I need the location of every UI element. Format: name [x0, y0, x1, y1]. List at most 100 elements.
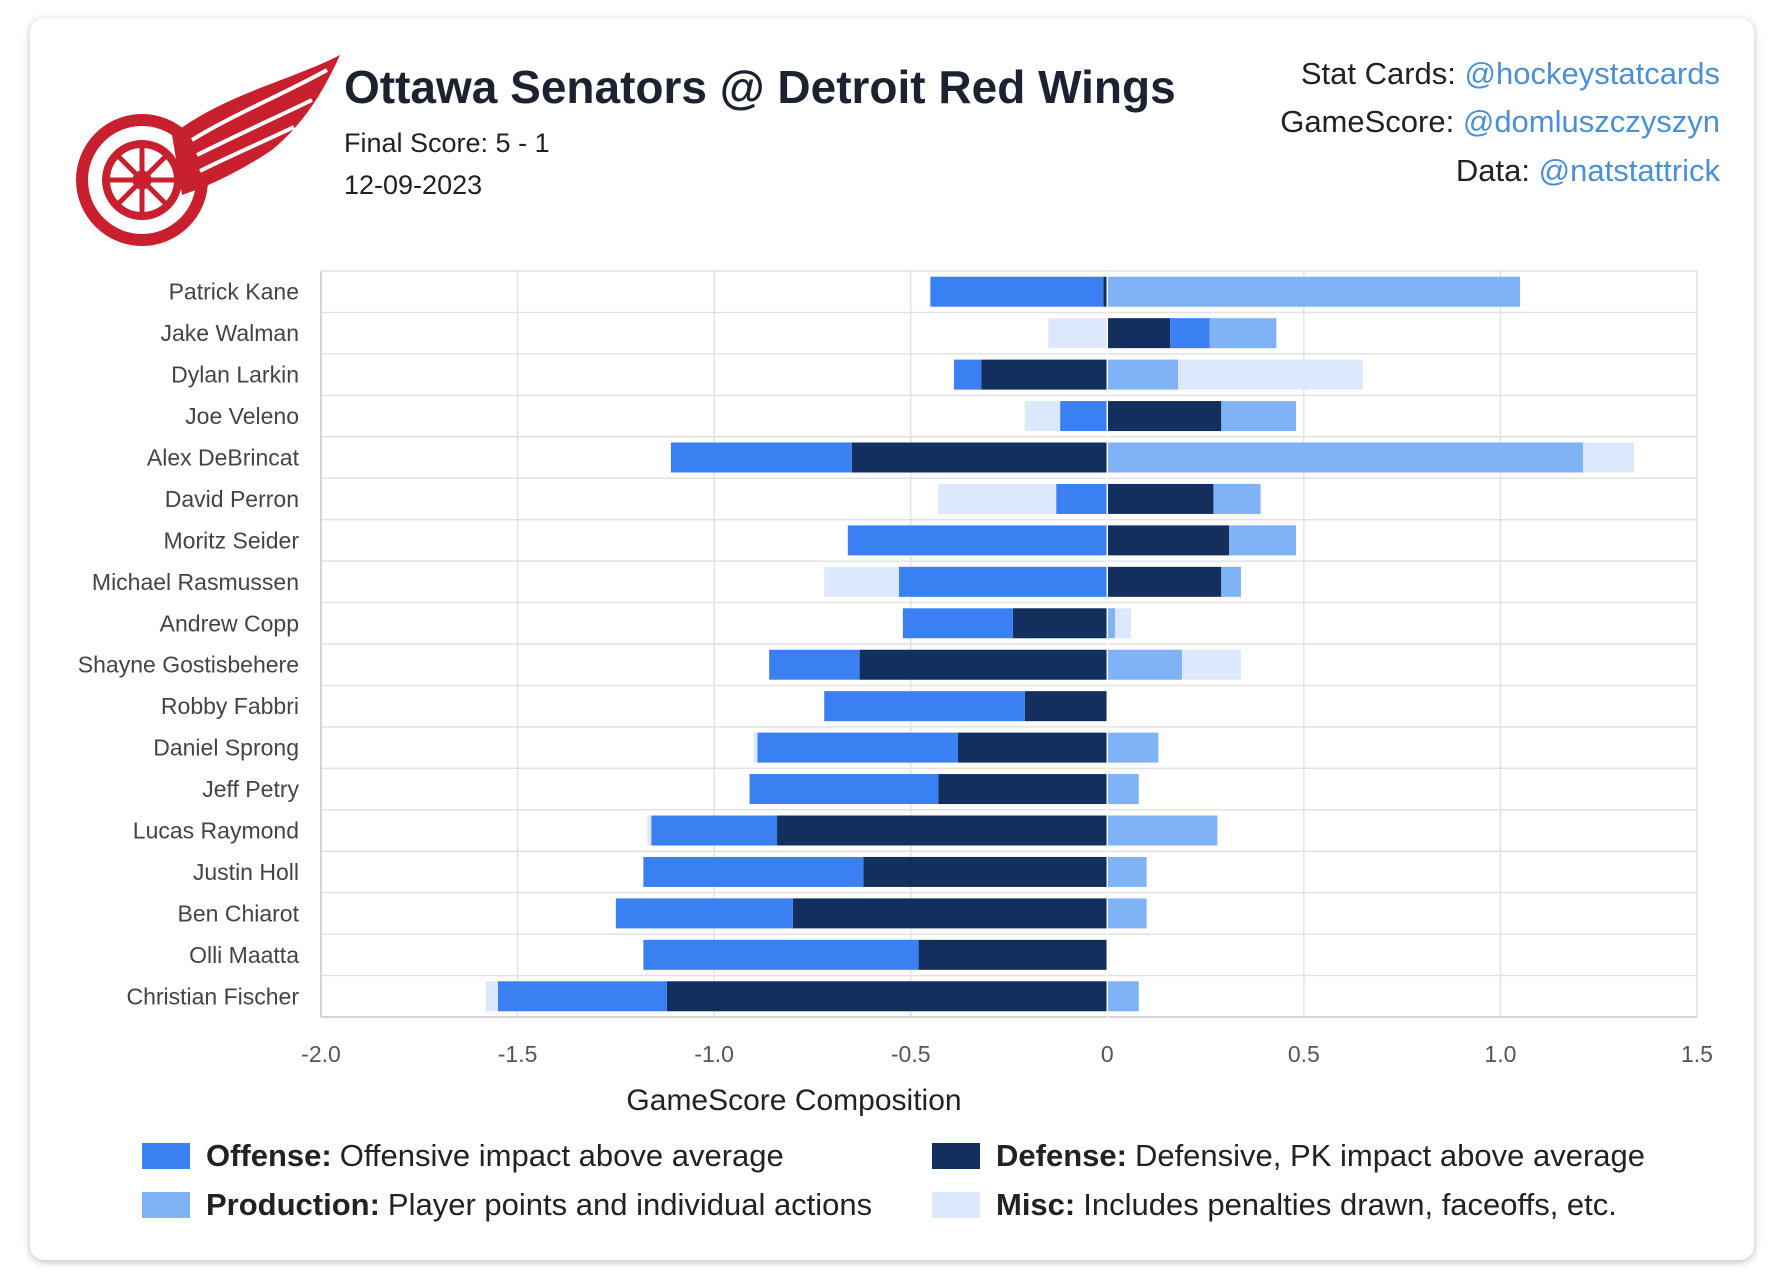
player-label: Dylan Larkin	[171, 362, 299, 388]
bar-production	[1107, 276, 1521, 307]
credit-gamescore: GameScore: @domluszczyszyn	[1280, 104, 1720, 140]
player-label: Shayne Gostisbehere	[78, 652, 299, 678]
bar-offense	[824, 691, 1025, 722]
bar-offense	[651, 815, 778, 846]
bar-offense	[930, 276, 1104, 307]
bar-production	[1107, 898, 1147, 929]
bar-production	[1107, 359, 1179, 390]
bar-defense	[1107, 483, 1214, 514]
bar-production	[1107, 856, 1147, 887]
legend-name: Production:	[206, 1187, 380, 1222]
bar-offense	[902, 608, 1013, 639]
bar-defense	[957, 732, 1108, 763]
legend-swatch	[932, 1192, 980, 1218]
credit-label: GameScore:	[1280, 104, 1455, 139]
bar-offense	[769, 649, 860, 680]
player-label: Olli Maatta	[189, 942, 299, 968]
bar-defense	[1012, 608, 1108, 639]
bar-misc	[824, 566, 899, 597]
final-score: Final Score: 5 - 1	[344, 128, 550, 158]
bar-defense	[792, 898, 1108, 929]
player-label: Andrew Copp	[160, 610, 299, 636]
bar-misc	[1181, 649, 1241, 680]
legend-desc: Offensive impact above average	[339, 1138, 784, 1173]
credit-stat-cards: Stat Cards: @hockeystatcards	[1301, 56, 1720, 92]
bar-misc	[1178, 359, 1363, 390]
credit-data: Data: @natstattrick	[1456, 153, 1720, 189]
red-wings-logo	[76, 55, 340, 246]
credit-link[interactable]: @natstattrick	[1538, 153, 1720, 188]
bar-defense	[1107, 318, 1171, 349]
x-tick-label: 0.5	[1288, 1041, 1320, 1067]
credit-label: Stat Cards:	[1300, 56, 1456, 91]
bar-offense	[615, 898, 793, 929]
bar-production	[1107, 442, 1583, 473]
bar-defense	[1024, 691, 1108, 722]
player-label: Alex DeBrincat	[147, 445, 300, 471]
player-label: Christian Fischer	[126, 983, 299, 1009]
bar-misc	[486, 981, 498, 1012]
bar-misc	[1048, 318, 1108, 349]
bar-offense	[643, 939, 919, 970]
bar-production	[1221, 401, 1296, 432]
x-tick-label: -2.0	[301, 1041, 341, 1067]
bar-defense	[1103, 276, 1108, 307]
credit-link[interactable]: @domluszczyszyn	[1462, 104, 1720, 139]
bar-misc	[1582, 442, 1635, 473]
bar-defense	[918, 939, 1108, 970]
legend-desc: Player points and individual actions	[387, 1187, 873, 1222]
bar-offense	[1060, 401, 1108, 432]
x-tick-label: 1.0	[1484, 1041, 1516, 1067]
bar-production	[1107, 649, 1182, 680]
legend-swatch	[932, 1143, 980, 1169]
x-tick-label: -1.0	[694, 1041, 734, 1067]
bar-offense	[497, 981, 667, 1012]
bar-production	[1107, 732, 1159, 763]
player-label: Michael Rasmussen	[92, 569, 299, 595]
bar-production	[1229, 525, 1296, 556]
bar-production	[1213, 483, 1261, 514]
bar-production	[1107, 608, 1116, 639]
bar-misc	[1024, 401, 1061, 432]
bar-offense	[1056, 483, 1108, 514]
player-label: Joe Veleno	[185, 403, 299, 429]
bar-misc	[938, 483, 1057, 514]
bar-offense	[757, 732, 958, 763]
stat-card	[30, 18, 1754, 1260]
legend-offense: Offense: Offensive impact above average	[142, 1138, 784, 1174]
player-label: Jake Walman	[161, 320, 299, 346]
bar-offense	[670, 442, 852, 473]
player-label: Patrick Kane	[169, 279, 299, 305]
player-label: Lucas Raymond	[133, 818, 299, 844]
game-date: 12-09-2023	[344, 170, 483, 200]
bar-production	[1209, 318, 1277, 349]
player-label: Justin Holl	[193, 859, 299, 885]
bar-production	[1107, 981, 1139, 1012]
bar-defense	[1107, 525, 1230, 556]
bar-defense	[777, 815, 1108, 846]
bar-misc	[753, 732, 758, 763]
bar-offense	[847, 525, 1108, 556]
legend-production: Production: Player points and individual …	[142, 1187, 872, 1223]
bar-defense	[859, 649, 1108, 680]
bar-defense	[938, 774, 1108, 805]
legend-swatch	[142, 1192, 190, 1218]
bar-defense	[863, 856, 1108, 887]
x-tick-label: -0.5	[891, 1041, 931, 1067]
legend-desc: Defensive, PK impact above average	[1134, 1138, 1645, 1173]
bar-defense	[1107, 566, 1222, 597]
legend-name: Defense:	[996, 1138, 1127, 1173]
chart-title: Ottawa Senators @ Detroit Red Wings	[344, 61, 1176, 113]
bar-offense	[749, 774, 939, 805]
bar-offense	[1170, 318, 1210, 349]
bar-defense	[981, 359, 1108, 390]
bar-misc	[647, 815, 652, 846]
bar-offense	[953, 359, 982, 390]
bar-defense	[666, 981, 1108, 1012]
legend-desc: Includes penalties drawn, faceoffs, etc.	[1083, 1187, 1617, 1222]
legend-swatch	[142, 1143, 190, 1169]
bar-offense	[898, 566, 1108, 597]
credit-link[interactable]: @hockeystatcards	[1464, 56, 1720, 91]
player-label: David Perron	[165, 486, 299, 512]
